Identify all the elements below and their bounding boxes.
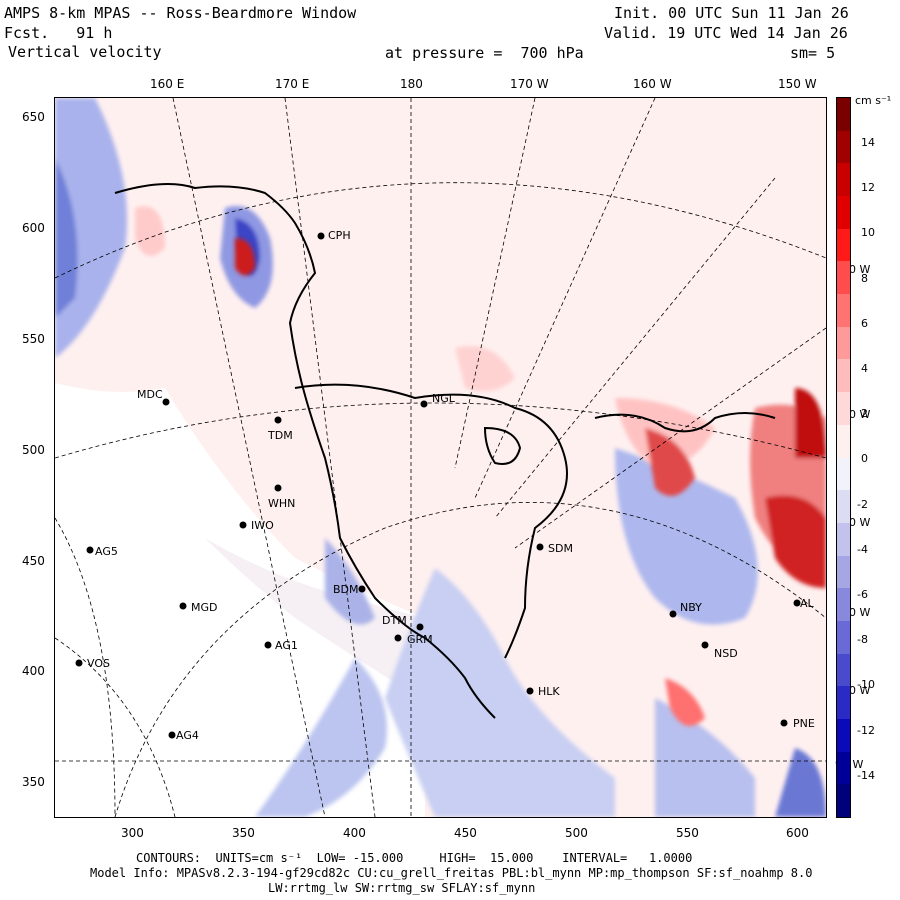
station-label: NGL [432,392,455,405]
colorbar-tick-label: 6 [861,316,868,330]
station-label: IWO [251,519,274,532]
colorbar-swatch [837,130,850,164]
bottom-axis-label: 600 [786,826,809,840]
top-axis-label: 170 E [275,77,310,91]
init-time: Init. 00 UTC Sun 11 Jan 26 [614,4,849,22]
colorbar-swatch [837,326,850,360]
left-axis-label: 650 [22,110,45,124]
station-label: NBY [680,601,702,614]
colorbar-swatch [837,751,850,785]
colorbar-tick-label: -10 [857,678,875,692]
colorbar-swatch [837,686,850,720]
colorbar-swatch [837,457,850,491]
station-label: DTM [382,614,407,627]
colorbar-tick-label: -14 [857,768,875,782]
low-signal-region [205,538,425,698]
colorbar-swatch [837,653,850,687]
station-label: AG1 [275,639,298,652]
valid-time: Valid. 19 UTC Wed 14 Jan 26 [604,24,848,42]
bottom-axis-label: 300 [121,826,144,840]
colorbar-swatch [837,555,850,589]
station-label: NSD [714,647,738,660]
colorbar-swatch [837,620,850,655]
top-axis-label: 150 W [778,77,817,91]
colorbar-swatch [837,261,850,295]
station-label: SDM [548,542,573,555]
physics-info: LW:rrtmg_lw SW:rrtmg_sw SFLAY:sf_mynn [268,881,536,895]
bottom-axis-label: 550 [676,826,699,840]
station-label: AG5 [95,545,118,558]
station-label: GRM [407,633,433,646]
top-axis-label: 170 W [510,77,549,91]
colorbar-swatch [837,196,850,230]
pressure-level: at pressure = 700 hPa [385,44,584,62]
colorbar-swatch [837,359,850,393]
colorbar-swatch [837,718,850,753]
left-axis-label: 400 [22,664,45,678]
station-label: VOS [87,657,110,670]
left-axis-label: 350 [22,775,45,789]
left-axis-label: 500 [22,443,45,457]
station-label: MGD [191,601,218,614]
bottom-axis-label: 500 [565,826,588,840]
colorbar-unit: cm s⁻¹ [855,94,892,107]
model-info: Model Info: MPASv8.2.3-194-gf29cd82c CU:… [90,866,813,880]
bottom-axis-label: 350 [232,826,255,840]
colorbar-tick-label: 12 [861,181,875,195]
colorbar-swatch [837,784,850,818]
map-panel [54,97,827,818]
colorbar-tick-label: -6 [857,588,868,601]
bottom-axis-label: 450 [454,826,477,840]
colorbar-tick-label: 8 [861,271,868,285]
colorbar-tick-label: 14 [861,136,875,149]
station-label: CPH [328,229,351,242]
colorbar-tick-label: -4 [857,542,868,556]
positive-regions [135,206,826,726]
left-axis-label: 550 [22,332,45,346]
colorbar-tick-label: -2 [857,497,868,511]
colorbar-tick-label: -12 [857,723,875,737]
colorbar [836,97,851,818]
forecast-hour: Fcst. 91 h [4,24,113,42]
colorbar-swatch [837,392,850,426]
top-axis-label: 160 E [150,77,185,91]
station-label: AL [800,597,814,610]
top-axis-label: 160 W [633,77,672,91]
station-label: BDM [333,583,359,596]
coastline [114,183,776,719]
field-name: Vertical velocity [8,43,162,61]
station-label: TDM [268,429,293,442]
colorbar-swatch [837,522,850,557]
colorbar-swatch [837,228,850,262]
colorbar-tick-label: -8 [857,633,868,647]
colorbar-swatch [837,424,850,458]
station-label: PNE [793,717,815,730]
smoothing-value: sm= 5 [790,44,836,62]
map-canvas [54,97,827,818]
colorbar-tick-label: 0 [861,452,868,466]
colorbar-swatch [837,98,850,132]
colorbar-swatch [837,588,850,622]
colorbar-swatch [837,490,850,524]
station-label: WHN [268,497,296,510]
bottom-axis-label: 400 [343,826,366,840]
colorbar-tick-label: 10 [861,226,875,240]
left-axis-label: 600 [22,221,45,235]
contour-info: CONTOURS: UNITS=cm s⁻¹ LOW= -15.000 HIGH… [136,851,693,865]
colorbar-tick-label: 2 [861,407,868,421]
map-title: AMPS 8-km MPAS -- Ross-Beardmore Window [4,4,357,22]
station-label: MDC [137,388,163,401]
colorbar-swatch [837,294,850,328]
colorbar-swatch [837,163,850,197]
station-label: AG4 [176,729,199,742]
left-axis-label: 450 [22,554,45,568]
station-label: HLK [538,685,560,698]
top-axis-label: 180 [400,77,423,91]
colorbar-tick-label: 4 [861,362,868,375]
